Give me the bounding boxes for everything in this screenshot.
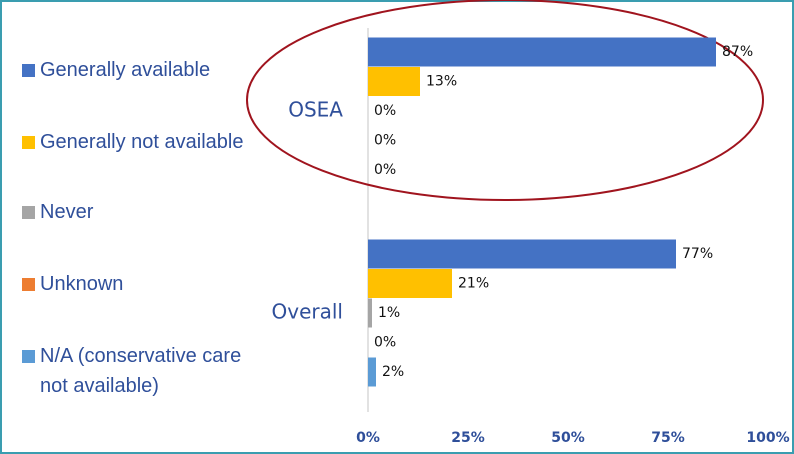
legend-swatch [22,206,35,219]
value-label: 0% [374,162,396,178]
value-label: 1% [378,305,400,321]
category-label: Overall [272,300,343,324]
legend-swatch [22,136,35,149]
legend-swatch [22,278,35,291]
legend-item: Generally not available [22,127,247,157]
bar [368,67,420,96]
x-tick-label: 100% [746,430,789,446]
value-label: 0% [374,103,396,119]
legend-label: Generally available [40,59,211,81]
legend-label: Generally not available [40,131,244,153]
bar [368,298,372,328]
value-label: 77% [682,246,713,262]
value-label: 21% [458,276,489,292]
bar [368,37,716,67]
x-tick-label: 75% [651,430,685,446]
value-label: 0% [374,133,396,149]
value-label: 0% [374,335,396,351]
value-label: 2% [382,364,404,380]
category-label: OSEA [288,98,343,122]
legend-label: Unknown [40,273,124,295]
legend-item: Generally available [22,55,247,85]
legend-label: Never [40,201,94,223]
legend-swatch [22,350,35,363]
legend-swatch [22,64,35,77]
value-label: 13% [426,74,457,90]
legend-item: Never [22,197,247,227]
x-tick-label: 0% [356,430,380,446]
legend-label: N/A (conservative care not available) [40,345,242,397]
legend-item: N/A (conservative care not available) [22,341,247,401]
x-tick-label: 50% [551,430,585,446]
bar [368,357,376,387]
value-label: 87% [722,44,753,60]
bar [368,239,676,269]
bar [368,269,452,298]
x-tick-label: 25% [451,430,485,446]
legend-item: Unknown [22,269,247,299]
highlight-ellipse [246,0,764,201]
